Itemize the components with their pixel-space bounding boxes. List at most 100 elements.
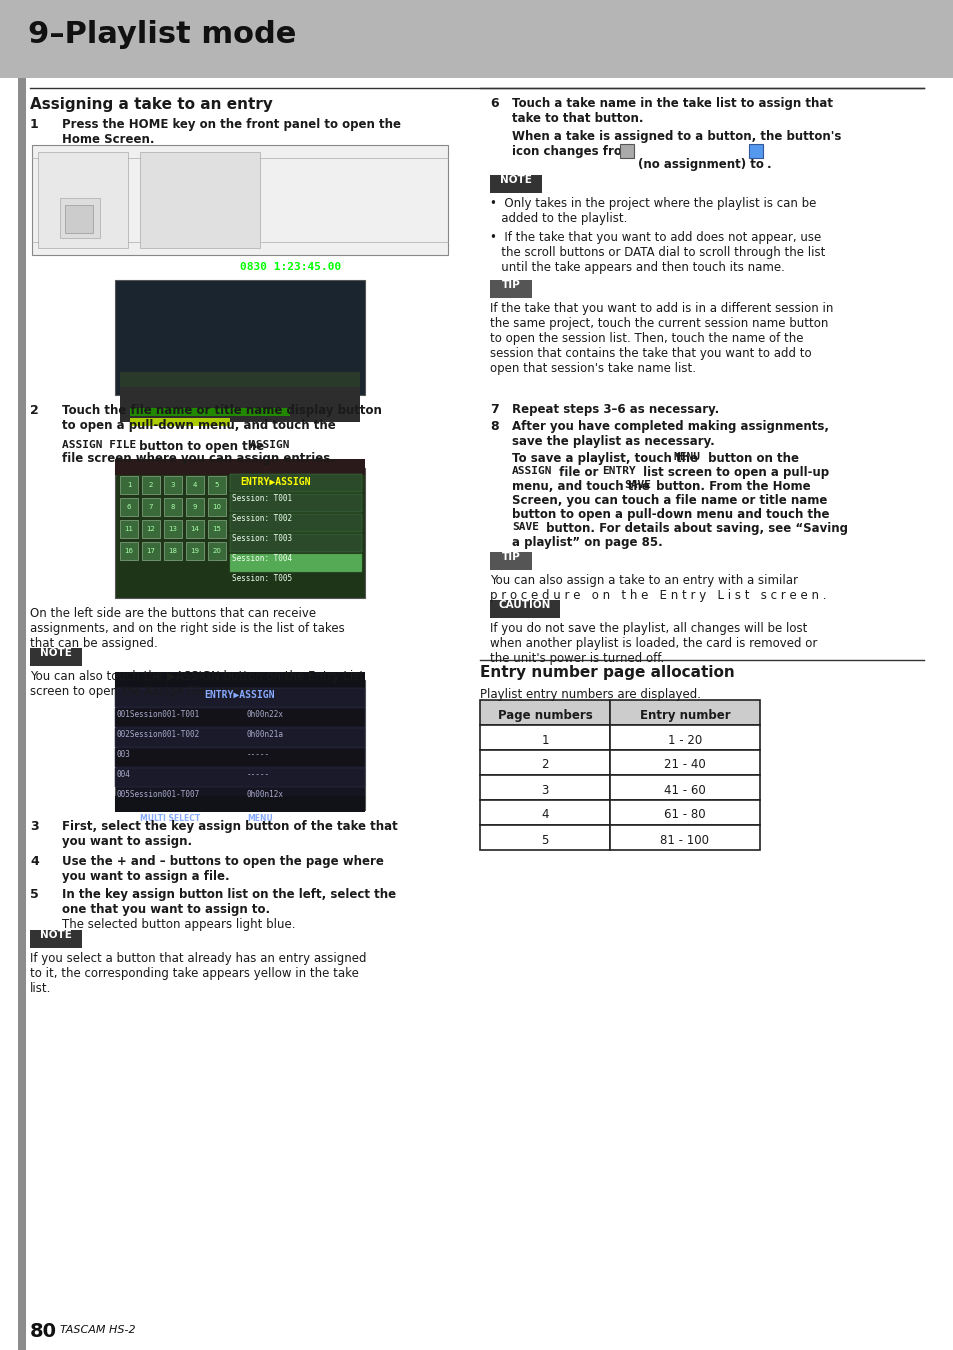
Text: MENU: MENU bbox=[673, 452, 700, 462]
Text: 13: 13 bbox=[169, 526, 177, 532]
Bar bbox=[140, 153, 260, 248]
Bar bbox=[130, 418, 230, 427]
Bar bbox=[115, 707, 365, 728]
Text: 3: 3 bbox=[30, 819, 38, 833]
Text: You can also touch the ▶ASSIGN button on the Entry List
screen to open the Assig: You can also touch the ▶ASSIGN button on… bbox=[30, 670, 364, 698]
Text: The selected button appears light blue.: The selected button appears light blue. bbox=[62, 918, 295, 932]
Bar bbox=[490, 552, 532, 570]
Text: 0830 1:23:45.00: 0830 1:23:45.00 bbox=[240, 262, 341, 271]
Text: When a take is assigned to a button, the button's
icon changes from: When a take is assigned to a button, the… bbox=[512, 130, 841, 158]
Bar bbox=[230, 535, 361, 552]
Text: a playlist” on page 85.: a playlist” on page 85. bbox=[512, 536, 662, 549]
Text: Repeat steps 3–6 as necessary.: Repeat steps 3–6 as necessary. bbox=[512, 404, 719, 416]
Bar bbox=[186, 477, 204, 494]
Text: ENTRY▶ASSIGN: ENTRY▶ASSIGN bbox=[205, 690, 275, 701]
Text: 61 - 80: 61 - 80 bbox=[663, 809, 705, 822]
Bar bbox=[65, 205, 92, 234]
Bar bbox=[186, 520, 204, 539]
Bar bbox=[609, 801, 760, 825]
Text: MENU: MENU bbox=[247, 814, 273, 824]
Text: 19: 19 bbox=[191, 548, 199, 554]
Text: First, select the key assign button of the take that
you want to assign.: First, select the key assign button of t… bbox=[62, 819, 397, 848]
Text: file or: file or bbox=[555, 466, 602, 479]
Text: NOTE: NOTE bbox=[499, 176, 532, 185]
Text: 2: 2 bbox=[30, 404, 39, 417]
Bar bbox=[30, 648, 82, 666]
Text: Touch the file name or title name display button
to open a pull-down menu, and t: Touch the file name or title name displa… bbox=[62, 404, 381, 432]
Text: 6: 6 bbox=[127, 504, 132, 510]
Text: •  If the take that you want to add does not appear, use
   the scroll buttons o: • If the take that you want to add does … bbox=[490, 231, 824, 274]
Bar bbox=[186, 498, 204, 516]
Bar bbox=[230, 554, 361, 572]
Text: On the left side are the buttons that can receive
assignments, and on the right : On the left side are the buttons that ca… bbox=[30, 608, 344, 649]
Text: button. For details about saving, see “Saving: button. For details about saving, see “S… bbox=[541, 522, 847, 535]
Bar bbox=[490, 176, 541, 193]
Text: 4: 4 bbox=[30, 855, 39, 868]
Text: -----: ----- bbox=[247, 769, 270, 779]
Text: TIP: TIP bbox=[501, 552, 519, 562]
Text: Session: T005: Session: T005 bbox=[232, 574, 292, 583]
Bar bbox=[748, 144, 762, 158]
Bar bbox=[120, 477, 138, 494]
Text: •  Only takes in the project where the playlist is can be
   added to the playli: • Only takes in the project where the pl… bbox=[490, 197, 816, 225]
Text: TIP: TIP bbox=[501, 279, 519, 290]
Text: In the key assign button list on the left, select the
one that you want to assig: In the key assign button list on the lef… bbox=[62, 888, 395, 917]
Text: 0h00n12x: 0h00n12x bbox=[247, 790, 284, 799]
Text: list screen to open a pull-up: list screen to open a pull-up bbox=[639, 466, 828, 479]
Text: button on the: button on the bbox=[703, 452, 799, 464]
Text: NOTE: NOTE bbox=[40, 648, 71, 657]
Text: button to open the: button to open the bbox=[135, 440, 268, 454]
Text: To save a playlist, touch the: To save a playlist, touch the bbox=[512, 452, 701, 464]
Text: 9: 9 bbox=[193, 504, 197, 510]
Bar bbox=[164, 541, 182, 560]
Text: 7: 7 bbox=[149, 504, 153, 510]
Text: (no assignment) to: (no assignment) to bbox=[638, 158, 763, 171]
Bar bbox=[120, 520, 138, 539]
Bar bbox=[120, 396, 299, 408]
Text: Screen, you can touch a file name or title name: Screen, you can touch a file name or tit… bbox=[512, 494, 826, 508]
Text: ENTRY: ENTRY bbox=[601, 466, 635, 477]
Text: 6: 6 bbox=[490, 97, 498, 109]
Bar bbox=[479, 825, 609, 850]
Text: 002Session001-T002: 002Session001-T002 bbox=[117, 730, 200, 738]
Text: Page numbers: Page numbers bbox=[497, 709, 592, 721]
Text: 80: 80 bbox=[30, 1322, 57, 1341]
Text: 001Session001-T001: 001Session001-T001 bbox=[117, 710, 200, 720]
Text: Session: T001: Session: T001 bbox=[232, 494, 292, 504]
Bar bbox=[115, 796, 365, 811]
Bar bbox=[164, 498, 182, 516]
Bar bbox=[115, 728, 365, 747]
Bar bbox=[479, 701, 609, 725]
Text: button. From the Home: button. From the Home bbox=[651, 481, 810, 493]
Text: 5: 5 bbox=[540, 833, 548, 846]
Bar bbox=[115, 672, 365, 688]
Bar bbox=[30, 930, 82, 948]
Bar bbox=[609, 725, 760, 751]
Bar bbox=[609, 751, 760, 775]
Bar bbox=[142, 541, 160, 560]
Bar bbox=[18, 78, 26, 1350]
Bar bbox=[479, 751, 609, 775]
Text: Use the + and – buttons to open the page where
you want to assign a file.: Use the + and – buttons to open the page… bbox=[62, 855, 383, 883]
Text: 14: 14 bbox=[191, 526, 199, 532]
Bar bbox=[490, 279, 532, 298]
Text: Session: T002: Session: T002 bbox=[232, 514, 292, 522]
Text: 21 - 40: 21 - 40 bbox=[663, 759, 705, 771]
Text: Assigning a take to an entry: Assigning a take to an entry bbox=[30, 97, 273, 112]
Text: If the take that you want to add is in a different session in
the same project, : If the take that you want to add is in a… bbox=[490, 302, 833, 375]
Text: 1: 1 bbox=[127, 482, 132, 487]
Text: 15: 15 bbox=[213, 526, 221, 532]
Bar bbox=[164, 477, 182, 494]
Bar bbox=[115, 748, 365, 767]
Bar bbox=[130, 408, 290, 416]
Text: 12: 12 bbox=[147, 526, 155, 532]
Bar bbox=[60, 198, 100, 238]
Text: ASSIGN FILE: ASSIGN FILE bbox=[62, 440, 136, 450]
Text: ASSIGN: ASSIGN bbox=[512, 466, 552, 477]
Text: 41 - 60: 41 - 60 bbox=[663, 783, 705, 796]
Bar bbox=[164, 520, 182, 539]
Text: Entry number page allocation: Entry number page allocation bbox=[479, 666, 734, 680]
Bar bbox=[32, 144, 448, 255]
Text: Entry number: Entry number bbox=[639, 709, 730, 721]
Bar bbox=[186, 541, 204, 560]
